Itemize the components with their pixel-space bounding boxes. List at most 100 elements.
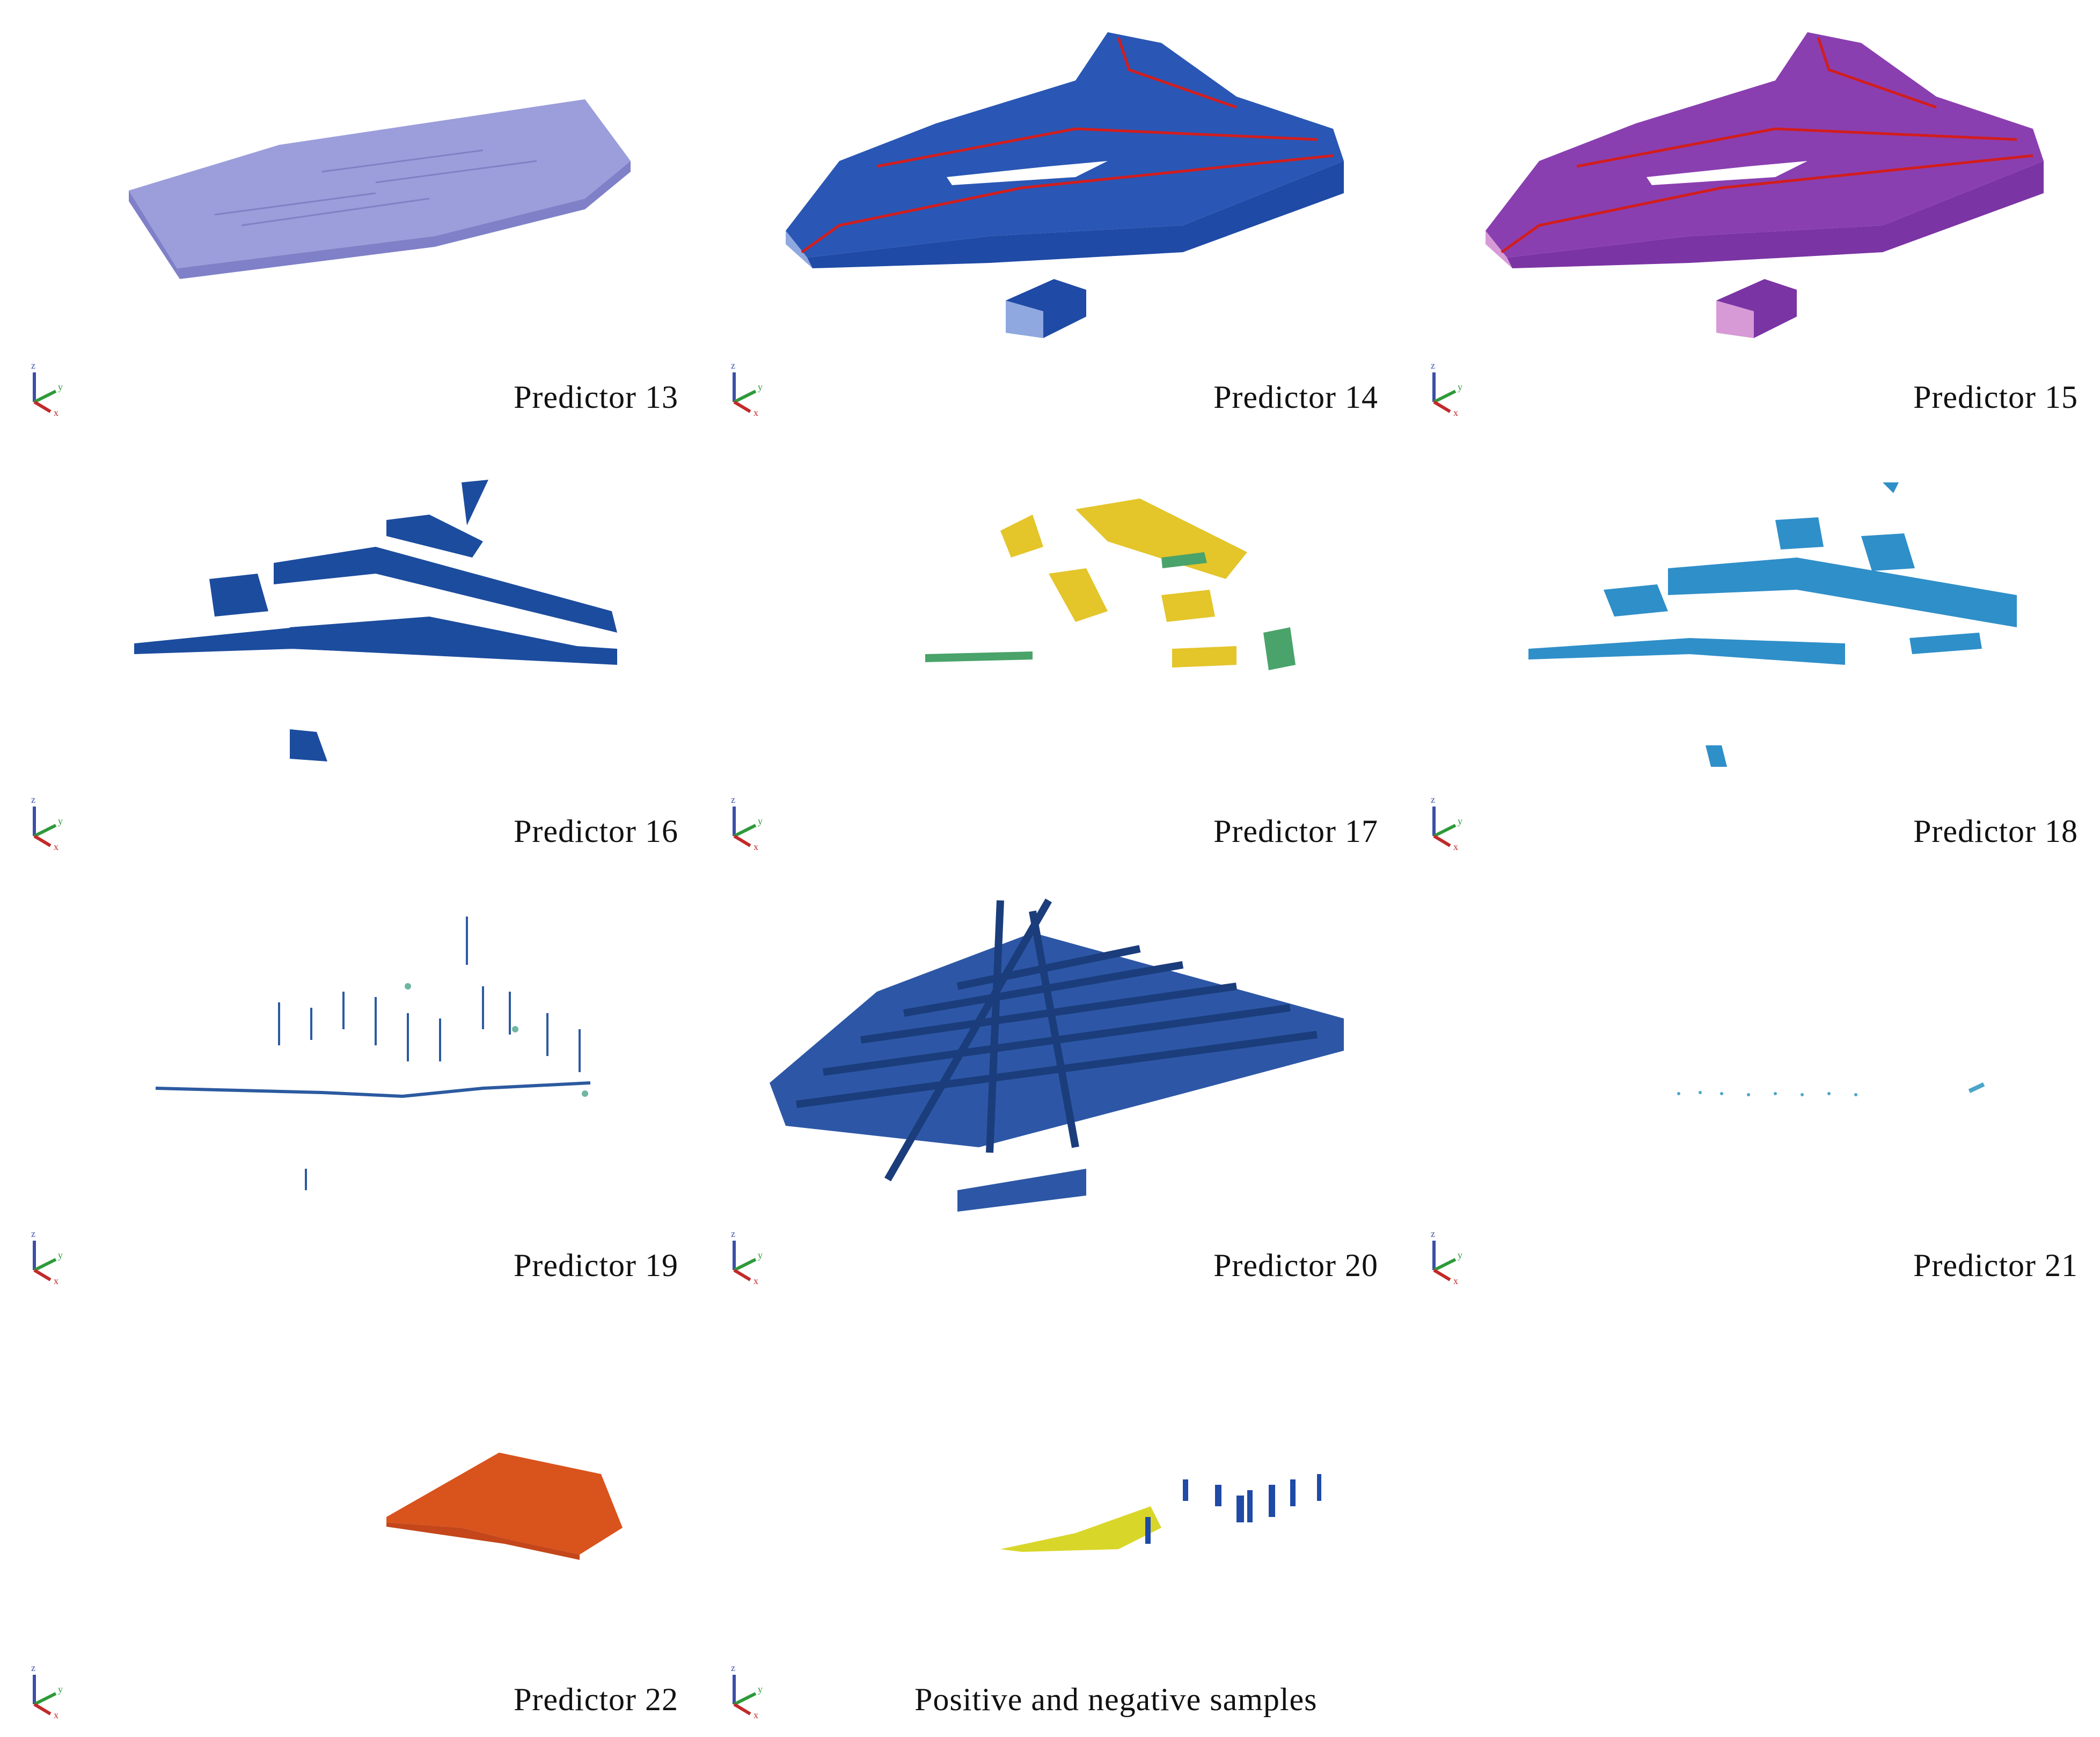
axis-triad-icon: z y x [1431,1228,1462,1286]
svg-text:x: x [1453,841,1458,852]
svg-text:x: x [54,407,58,418]
panel-caption: Predictor 16 [514,813,678,849]
panel-predictor-17: Predictor 17 z y x [700,434,1400,868]
patch [925,651,1033,662]
hole [1647,161,1808,185]
block-front [1507,161,2044,268]
svg-text:x: x [753,407,758,418]
panel-caption: Predictor 20 [1213,1248,1378,1283]
svg-text:x: x [753,1710,758,1720]
block-top [786,32,1344,258]
panel-predictor-14: Predictor 14 z y x [700,0,1400,434]
svg-text:z: z [731,360,735,371]
patch [1172,646,1236,668]
strip [274,547,617,633]
svg-text:z: z [1431,360,1435,371]
render-samples [1000,1474,1321,1552]
axis-triad-icon: z y x [31,1228,63,1286]
render-predictor-18 [1528,482,2017,767]
panel-caption: Predictor 13 [514,379,678,415]
svg-text:x: x [1453,1276,1458,1286]
strip [386,515,483,558]
panel-predictor-19: Predictor 19 z y x [0,868,700,1302]
render-predictor-13 [129,99,631,279]
strip [1528,638,1845,665]
grid-spur [957,1169,1086,1212]
svg-text:y: y [58,382,63,392]
strip [290,617,590,659]
panel-caption: Predictor 17 [1213,813,1378,849]
strip [1668,558,2017,627]
render-predictor-19 [155,917,591,1190]
panel-predictor-21: Predictor 21 z y x [1400,868,2099,1302]
hole [947,161,1108,185]
slab-top [129,99,631,268]
svg-text:z: z [731,1662,735,1673]
axis-triad-icon: z y x [1431,794,1462,852]
strip [1775,517,1824,549]
svg-text:y: y [758,1250,763,1260]
axis-triad-icon: z y x [31,1662,63,1720]
patch [1049,568,1108,622]
svg-text:z: z [31,1228,35,1239]
panel-predictor-22: Predictor 22 z y x [0,1302,700,1736]
patch [1000,515,1043,558]
render-predictor-14 [786,32,1344,338]
block-side [786,231,813,268]
patch [1161,552,1207,568]
axis-triad-icon: z y x [31,794,63,852]
svg-text:x: x [1453,407,1458,418]
trace-line [155,1081,591,1098]
shard [1883,482,1899,493]
patch [1075,499,1247,579]
panel-caption: Predictor 19 [514,1248,678,1283]
panel-predictor-15: Predictor 15 z y x [1400,0,2099,434]
render-predictor-21 [1677,1082,1985,1096]
strip [1861,533,1915,571]
panel-caption: Predictor 15 [1913,379,2078,415]
svg-text:x: x [753,1276,758,1286]
panel-samples: Positive and negative samples z y x [700,1302,1400,1736]
panel-caption: Predictor 21 [1913,1248,2078,1283]
strip [1604,584,1668,617]
svg-text:y: y [58,1684,63,1695]
strip [209,574,268,617]
axis-triad-icon: z y x [731,1662,763,1720]
slab-front [177,161,631,279]
patch [1263,627,1296,670]
strip [1909,633,1982,654]
panel-predictor-13: Predictor 13 z y x [0,0,700,434]
render-predictor-22 [386,1453,623,1560]
svg-text:y: y [58,1250,63,1260]
svg-text:y: y [1458,1250,1462,1260]
block-front [807,161,1344,268]
panel-caption: Predictor 22 [514,1682,678,1717]
axis-triad-icon: z y x [1431,360,1462,418]
render-predictor-20 [770,898,1344,1212]
axis-triad-icon: z y x [731,794,763,852]
axis-triad-icon: z y x [31,360,63,418]
svg-text:z: z [31,794,35,805]
axis-triad-icon: z y x [731,1228,763,1286]
svg-text:y: y [58,816,63,826]
panel-predictor-18: Predictor 18 z y x [1400,434,2099,868]
panel-caption: Predictor 14 [1213,379,1378,415]
slab-side [129,190,180,279]
axis-triad-icon: z y x [731,360,763,418]
svg-text:z: z [731,794,735,805]
svg-text:y: y [758,382,763,392]
svg-text:z: z [1431,1228,1435,1239]
shard [290,729,327,761]
panel-predictor-20: Predictor 20 z y x [700,868,1400,1302]
svg-text:x: x [753,841,758,852]
svg-text:z: z [31,360,35,371]
svg-text:y: y [1458,382,1462,392]
orange-slab [386,1453,623,1555]
patch [1161,590,1215,622]
svg-text:x: x [54,841,58,852]
svg-text:z: z [31,1662,35,1673]
positive-samples [1000,1506,1161,1552]
svg-text:y: y [758,1684,763,1695]
render-predictor-16 [134,480,617,761]
